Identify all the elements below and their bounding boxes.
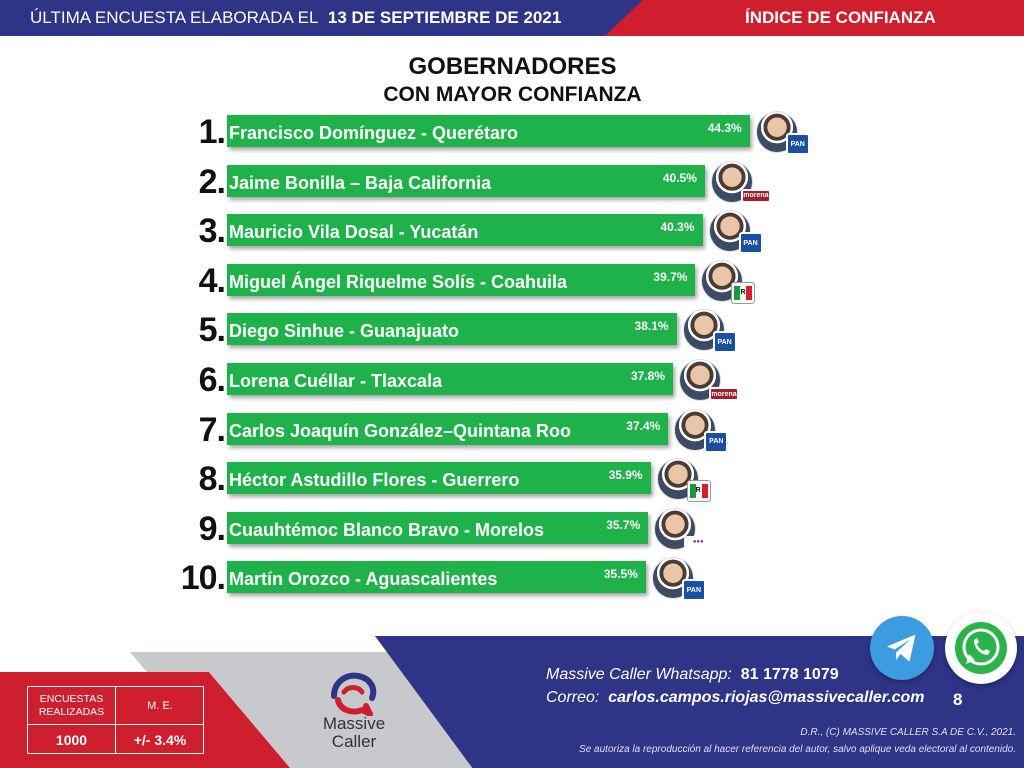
page-number: 8 (953, 690, 963, 709)
email-link[interactable]: carlos.campos.riojas@massivecaller.com (608, 689, 925, 706)
telegram-button[interactable] (870, 616, 934, 680)
bar-value-label: 35.9% (608, 468, 643, 483)
bar-value-label: 35.7% (606, 517, 641, 532)
morena-party-logo: morena (709, 387, 740, 401)
pan-party-logo: PAN (704, 430, 729, 453)
index-title: ÍNDICE DE CONFIANZA (745, 8, 936, 27)
page-title: GOBERNADORES CON MAYOR CONFIANZA (340, 52, 685, 108)
bar: Lorena Cuéllar - Tlaxcala 37.8% (227, 363, 674, 395)
bar-row: 4. Miguel Ángel Riquelme Solís - Coahuila… (170, 254, 780, 304)
massive-caller-logo-icon (331, 672, 377, 716)
header-right-panel (605, 0, 1024, 36)
email-label: Correo: (546, 689, 600, 706)
rank-number: 8. (198, 460, 226, 499)
morena-party-logo: morena (740, 188, 771, 203)
pes-party-logo: ●●● (684, 535, 713, 548)
whatsapp-icon (955, 622, 1007, 674)
reproduction-notice: Se autoriza la reproducción al hacer ref… (579, 744, 1016, 755)
bar-category-label: Francisco Domínguez - Querétaro (229, 123, 519, 143)
pan-party-logo: PAN (738, 232, 763, 255)
whatsapp-label: Massive Caller Whatsapp: (546, 666, 732, 683)
bar: Diego Sinhue - Guanajuato 38.1% (227, 313, 677, 346)
rank-number: 3. (198, 212, 226, 251)
bar-value-label: 39.7% (653, 269, 688, 284)
rank-number: 6. (198, 361, 226, 399)
margin-header: M. E. (116, 687, 204, 725)
bar: Francisco Domínguez - Querétaro 44.3% (227, 115, 750, 147)
bar-row: 3. Mauricio Vila Dosal - Yucatán 40.3% PAN (170, 204, 780, 255)
telegram-icon (887, 634, 916, 662)
bar-value-label: 44.3% (707, 121, 742, 135)
survey-date-prefix: ÚLTIMA ENCUESTA ELABORADA EL (30, 8, 319, 27)
massive-caller-logo: Massive Caller (312, 670, 396, 762)
header-banner: ÚLTIMA ENCUESTA ELABORADA EL 13 DE SEPTI… (0, 0, 1024, 36)
bar: Cuauhtémoc Blanco Bravo - Morelos 35.7% (227, 511, 649, 544)
bar-value-label: 37.4% (626, 418, 661, 433)
logo-name-line2: Caller (331, 732, 377, 751)
bar-category-label: Miguel Ángel Riquelme Solís - Coahuila (229, 271, 568, 292)
ranking-bar-chart: 1. Francisco Domínguez - Querétaro 44.3% PA… (170, 105, 810, 605)
surveys-header: ENCUESTAS REALIZADAS (28, 687, 116, 725)
title-line2: CON MAYOR CONFIANZA (383, 83, 642, 106)
bar-value-label: 40.5% (662, 170, 697, 185)
bar-category-label: Jaime Bonilla – Baja California (229, 172, 492, 193)
bar-row: 10. Martín Orozco - Aguascalientes 35.5% PA… (170, 551, 780, 602)
pan-party-logo: PAN (681, 579, 706, 602)
whatsapp-number[interactable]: 81 1778 1079 (740, 666, 839, 683)
bar-value-label: 35.5% (603, 567, 638, 582)
bar-category-label: Carlos Joaquín González–Quintana Roo (229, 420, 572, 441)
bar: Carlos Joaquín González–Quintana Roo 37.4… (227, 412, 669, 445)
pri-party-logo: R (686, 480, 711, 503)
bar-row: 8. Héctor Astudillo Flores - Guerrero 35.9… (170, 452, 780, 503)
bar-row: 6. Lorena Cuéllar - Tlaxcala 37.8% morena (170, 353, 780, 403)
pan-party-logo: PAN (712, 331, 737, 354)
rank-number: 9. (198, 509, 226, 548)
bar-row: 7. Carlos Joaquín González–Quintana Roo 37… (170, 403, 780, 453)
whatsapp-contact: Massive Caller Whatsapp: 81 1778 1079 (546, 666, 839, 684)
bar-value-label: 40.3% (660, 220, 695, 235)
bar-category-label: Lorena Cuéllar - Tlaxcala (229, 371, 443, 391)
governor-photo (682, 309, 725, 352)
bar: Martín Orozco - Aguascalientes 35.5% (227, 561, 646, 594)
survey-stats-table: ENCUESTAS REALIZADAS M. E. 1000 +/- 3.4% (27, 686, 204, 754)
bar-value-label: 38.1% (634, 319, 669, 334)
copyright-text: D.R., (C) MASSIVE CALLER S.A DE C.V., 20… (800, 727, 1016, 738)
survey-date: 13 DE SEPTIEMBRE DE 2021 (327, 8, 562, 27)
header-left-panel (0, 0, 660, 36)
bar-row: 9. Cuauhtémoc Blanco Bravo - Morelos 35.7%… (170, 502, 780, 552)
bar: Jaime Bonilla – Baja California 40.5% (227, 164, 705, 197)
pri-party-logo: R (731, 281, 756, 304)
rank-number: 5. (198, 311, 226, 350)
rank-number: 4. (198, 261, 226, 300)
bar-category-label: Mauricio Vila Dosal - Yucatán (229, 222, 479, 243)
bar-category-label: Diego Sinhue - Guanajuato (229, 321, 460, 342)
bar: Mauricio Vila Dosal - Yucatán 40.3% (227, 214, 703, 247)
rank-number: 1. (198, 113, 226, 151)
rank-number: 10. (180, 559, 226, 598)
whatsapp-button[interactable] (945, 612, 1017, 684)
margin-value: +/- 3.4% (133, 731, 187, 748)
title-line1: GOBERNADORES (408, 53, 617, 80)
logo-name-line1: Massive (322, 714, 386, 733)
surveys-value: 1000 (28, 725, 116, 754)
bar: Héctor Astudillo Flores - Guerrero 35.9% (227, 462, 651, 495)
bar: Miguel Ángel Riquelme Solís - Coahuila 39… (227, 263, 696, 296)
bar-category-label: Héctor Astudillo Flores - Guerrero (229, 470, 520, 491)
bar-value-label: 37.8% (631, 369, 666, 383)
bar-row: 1. Francisco Domínguez - Querétaro 44.3% PA… (170, 105, 810, 155)
bar-row: 5. Diego Sinhue - Guanajuato 38.1% PAN (170, 303, 780, 354)
bar-row: 2. Jaime Bonilla – Baja California 40.5% mo… (170, 155, 780, 205)
pan-party-logo: PAN (785, 133, 810, 155)
survey-date-text: ÚLTIMA ENCUESTA ELABORADA EL 13 DE SEPTI… (30, 8, 561, 28)
bar-category-label: Martín Orozco - Aguascalientes (229, 569, 498, 590)
rank-number: 2. (198, 162, 226, 201)
bar-category-label: Cuauhtémoc Blanco Bravo - Morelos (229, 519, 545, 540)
rank-number: 7. (198, 410, 226, 449)
email-contact: Correo: carlos.campos.riojas@massivecall… (546, 689, 924, 707)
